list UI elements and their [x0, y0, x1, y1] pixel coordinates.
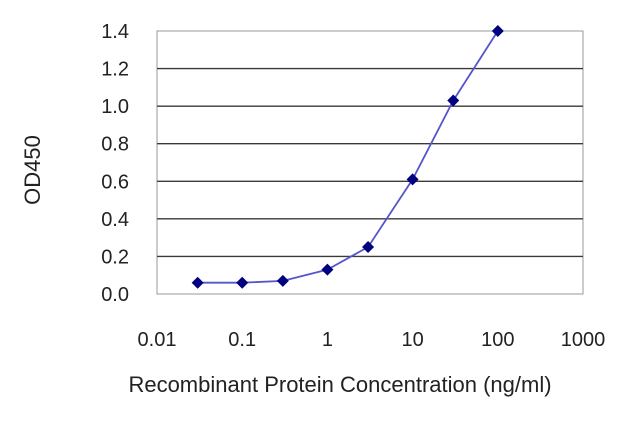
x-tick-label: 1000 — [561, 329, 606, 351]
plot-area — [156, 30, 584, 295]
y-tick-label: 0.4 — [101, 209, 129, 231]
x-tick-label: 0.01 — [138, 329, 177, 351]
y-tick-label: 0.2 — [101, 246, 129, 268]
y-tick-labels: 0.0 0.2 0.4 0.6 0.8 1.0 1.2 1.4 — [101, 21, 129, 306]
x-axis-title: Recombinant Protein Concentration (ng/ml… — [128, 372, 551, 397]
y-tick-label: 0.6 — [101, 171, 129, 193]
series-line-path — [197, 30, 499, 284]
x-tick-label: 10 — [401, 329, 423, 351]
data-point — [276, 274, 289, 287]
grid-lines — [157, 67, 583, 258]
y-tick-label: 0.8 — [101, 134, 129, 156]
series-markers — [191, 25, 504, 289]
data-point — [447, 94, 460, 107]
series-line — [197, 30, 499, 284]
data-point — [362, 241, 375, 254]
y-tick-label: 0.0 — [101, 284, 129, 306]
y-tick-label: 1.4 — [101, 21, 129, 43]
y-tick-label: 1.2 — [101, 59, 129, 81]
x-tick-label: 1 — [322, 329, 333, 351]
data-point — [491, 25, 504, 37]
data-point — [236, 276, 249, 289]
x-tick-label: 0.1 — [228, 329, 256, 351]
x-tick-labels: 0.01 0.1 1 10 100 1000 — [138, 329, 606, 351]
y-axis-title: OD450 — [20, 135, 45, 205]
data-point — [321, 263, 334, 276]
data-point — [191, 276, 204, 289]
y-tick-label: 1.0 — [101, 96, 129, 118]
data-point — [406, 173, 419, 186]
x-tick-label: 100 — [481, 329, 514, 351]
